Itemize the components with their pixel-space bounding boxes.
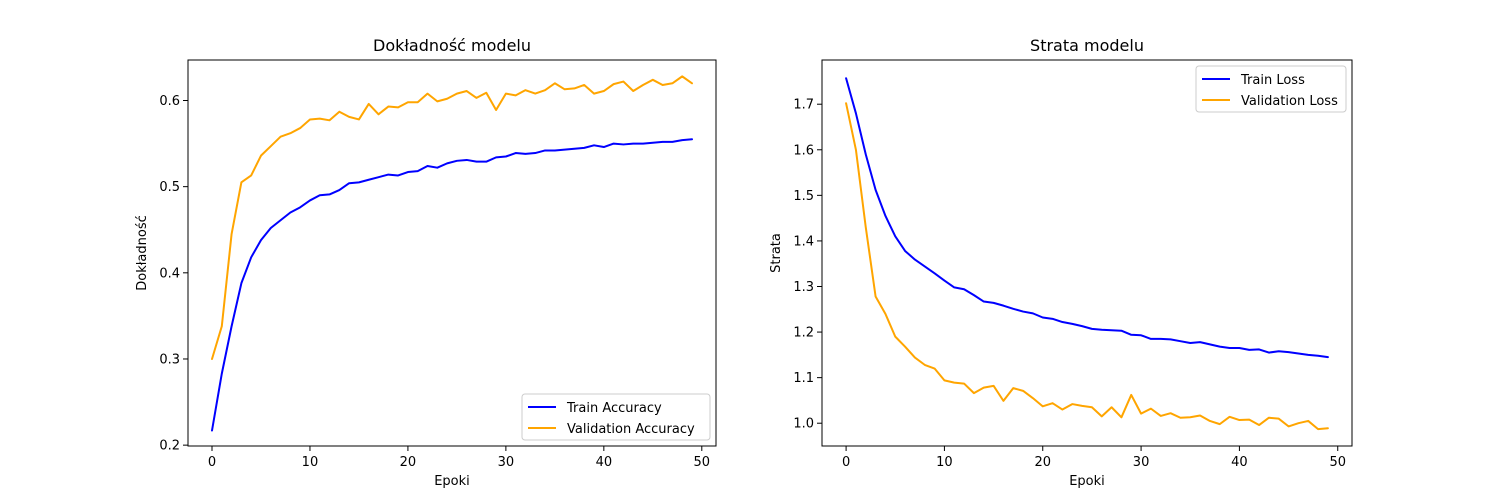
- loss-y-tick-label: 1.1: [793, 371, 814, 386]
- accuracy-x-tick-label: 10: [302, 455, 319, 470]
- loss-x-tick-label: 40: [1231, 455, 1248, 470]
- accuracy-x-axis-title: Epoki: [434, 474, 470, 489]
- loss-chart: 0 10 20 30 40 50 1.0 1.1 1.2 1.3 1.4 1.5 1.6 1.7 Strat…: [769, 36, 1353, 489]
- accuracy-series-line-validation-accuracy: [211, 75, 693, 360]
- loss-x-tick-label: 30: [1133, 455, 1150, 470]
- loss-x-tick-label: 10: [936, 455, 953, 470]
- accuracy-x-tick-label: 30: [498, 455, 515, 470]
- accuracy-y-tick-label: 0.3: [159, 352, 180, 367]
- accuracy-chart: 0 10 20 30 40 50 0.2 0.3 0.4 0.5 0.6 Dokładność mod…: [135, 36, 717, 489]
- accuracy-y-tick-label: 0.4: [159, 266, 180, 281]
- accuracy-series-line-train-accuracy: [211, 138, 693, 432]
- loss-y-tick-label: 1.3: [793, 280, 814, 295]
- accuracy-legend-box: [521, 393, 711, 441]
- loss-y-axis-title: Strata: [769, 233, 784, 273]
- loss-y-tick-label: 1.7: [793, 98, 814, 113]
- loss-x-tick-label: 50: [1329, 455, 1346, 470]
- accuracy-legend-label: Validation Accuracy: [567, 422, 695, 437]
- accuracy-y-tick-label: 0.5: [159, 180, 180, 195]
- loss-series-line-validation-loss: [845, 102, 1329, 431]
- loss-series-line-train-loss: [845, 77, 1329, 359]
- loss-legend: Train Loss Validation Loss: [1195, 65, 1347, 113]
- accuracy-x-tick-label: 0: [208, 455, 216, 470]
- loss-x-tick-label: 20: [1034, 455, 1051, 470]
- accuracy-y-tick-label: 0.6: [159, 94, 180, 109]
- loss-legend-label: Train Loss: [1240, 73, 1305, 88]
- loss-y-tick-label: 1.6: [793, 143, 814, 158]
- accuracy-x-tick-label: 50: [694, 455, 711, 470]
- accuracy-x-tick-label: 20: [400, 455, 417, 470]
- accuracy-legend: Train Accuracy Validation Accuracy: [521, 393, 711, 441]
- loss-plot-frame: [821, 59, 1353, 447]
- accuracy-x-tick-label: 40: [596, 455, 613, 470]
- loss-x-tick-label: 0: [842, 455, 850, 470]
- accuracy-plot-frame: [187, 59, 717, 447]
- accuracy-y-tick-label: 0.2: [159, 439, 180, 454]
- loss-y-tick-label: 1.2: [793, 326, 814, 341]
- loss-y-tick-label: 1.5: [793, 189, 814, 204]
- loss-y-tick-label: 1.4: [793, 234, 814, 249]
- loss-x-axis-title: Epoki: [1069, 474, 1105, 489]
- loss-legend-box: [1195, 65, 1347, 113]
- accuracy-y-axis-title: Dokładność: [135, 215, 150, 291]
- loss-legend-label: Validation Loss: [1241, 94, 1338, 109]
- accuracy-chart-title: Dokładność modelu: [373, 36, 531, 55]
- accuracy-legend-label: Train Accuracy: [566, 401, 662, 416]
- loss-y-tick-label: 1.0: [793, 417, 814, 432]
- loss-chart-title: Strata modelu: [1030, 36, 1144, 55]
